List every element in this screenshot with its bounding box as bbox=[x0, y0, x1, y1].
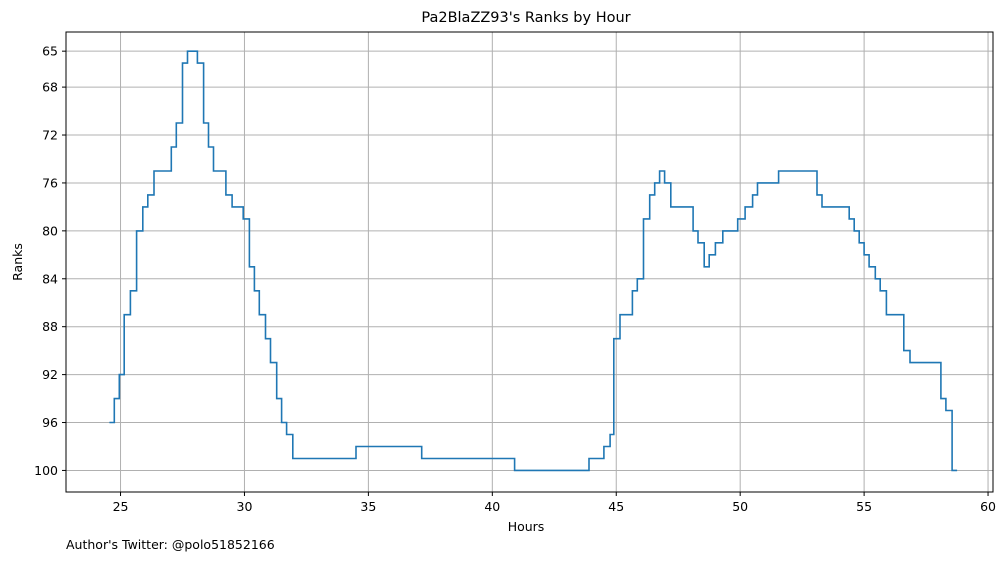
y-tick-label: 72 bbox=[42, 128, 58, 143]
y-tick-label: 88 bbox=[42, 319, 58, 334]
author-credit: Author's Twitter: @polo51852166 bbox=[66, 537, 275, 552]
y-tick-label: 84 bbox=[42, 271, 58, 286]
x-tick-label: 50 bbox=[732, 499, 748, 514]
series-layer bbox=[109, 50, 958, 472]
x-tick-label: 40 bbox=[484, 499, 500, 514]
y-tick-label: 76 bbox=[42, 175, 58, 190]
y-tick-label: 80 bbox=[42, 223, 58, 238]
x-tick-label: 45 bbox=[608, 499, 624, 514]
x-tick-label: 25 bbox=[113, 499, 129, 514]
y-tick-label: 92 bbox=[42, 367, 58, 382]
x-axis-label: Hours bbox=[508, 519, 545, 534]
y-axis: 65 68 72 76 80 84 88 92 96 100 bbox=[34, 44, 66, 478]
grid bbox=[66, 32, 993, 492]
x-tick-label: 30 bbox=[237, 499, 253, 514]
x-tick-label: 60 bbox=[980, 499, 996, 514]
plot-frame bbox=[65, 31, 994, 493]
y-tick-label: 100 bbox=[34, 463, 58, 478]
x-tick-label: 55 bbox=[856, 499, 872, 514]
x-tick-label: 35 bbox=[360, 499, 376, 514]
y-axis-label: Ranks bbox=[10, 243, 25, 281]
rank-series-line bbox=[109, 50, 958, 472]
x-axis: 25 30 35 40 45 50 55 60 bbox=[113, 492, 996, 514]
y-tick-label: 65 bbox=[42, 44, 58, 59]
y-tick-label: 68 bbox=[42, 80, 58, 95]
y-tick-label: 96 bbox=[42, 415, 58, 430]
chart-title: Pa2BlaZZ93's Ranks by Hour bbox=[421, 10, 630, 26]
